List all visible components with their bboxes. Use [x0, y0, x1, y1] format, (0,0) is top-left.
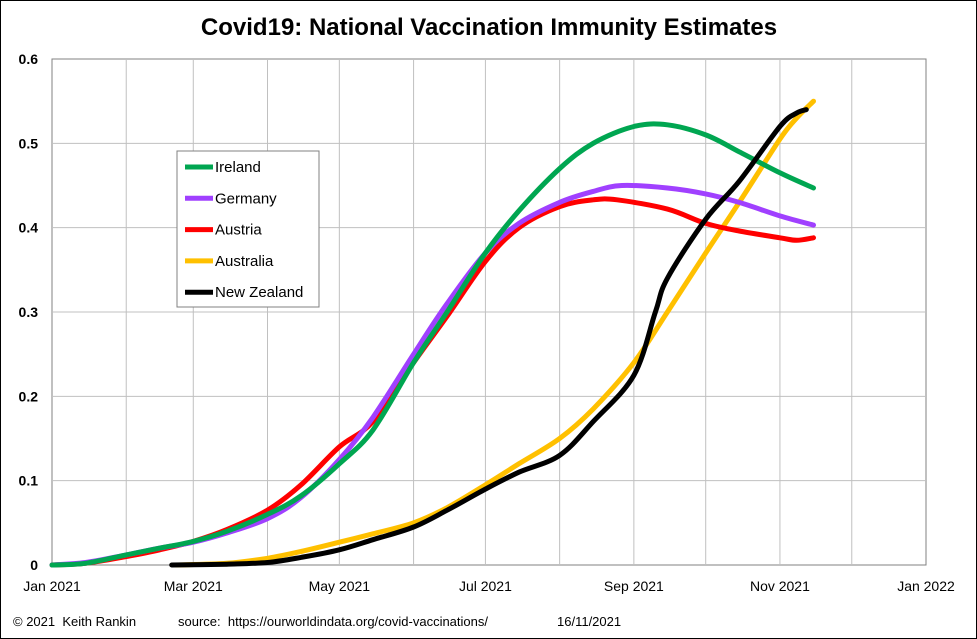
footer-date: 16/11/2021 — [557, 614, 621, 629]
legend-label: Ireland — [215, 159, 261, 176]
x-tick-label: Jan 2021 — [23, 578, 81, 594]
y-tick-label: 0.1 — [19, 473, 39, 489]
x-tick-label: Sep 2021 — [604, 578, 664, 594]
footer-copyright: © 2021 Keith Rankin — [13, 614, 136, 629]
series-layer — [49, 98, 816, 568]
x-tick-label: May 2021 — [309, 578, 371, 594]
y-axis: 0 0.1 0.2 0.3 0.4 0.5 0.6 — [19, 51, 39, 573]
footer-source: source: https://ourworldindata.org/covid… — [178, 614, 488, 629]
y-tick-label: 0.4 — [19, 220, 39, 236]
x-tick-label: Jul 2021 — [459, 578, 512, 594]
chart-title: Covid19: National Vaccination Immunity E… — [201, 14, 777, 41]
x-axis: Jan 2021 Mar 2021 May 2021 Jul 2021 Sep 2021… — [23, 578, 955, 594]
legend-label: Australia — [215, 253, 274, 270]
y-tick-label: 0.3 — [19, 304, 39, 320]
x-tick-label: Mar 2021 — [164, 578, 223, 594]
y-tick-label: 0 — [30, 557, 38, 573]
y-tick-label: 0.6 — [19, 51, 39, 67]
x-tick-label: Jan 2022 — [897, 578, 955, 594]
y-tick-label: 0.5 — [19, 135, 39, 151]
legend-label: Germany — [215, 190, 277, 207]
series-line-ireland — [49, 121, 816, 568]
y-tick-label: 0.2 — [19, 388, 39, 404]
legend: Ireland Germany Austria Australia New Zealan… — [176, 150, 320, 308]
series-line-new-zealand — [169, 107, 809, 568]
legend-label: Austria — [215, 222, 262, 239]
x-tick-label: Nov 2021 — [750, 578, 810, 594]
legend-label: New Zealand — [215, 284, 303, 301]
